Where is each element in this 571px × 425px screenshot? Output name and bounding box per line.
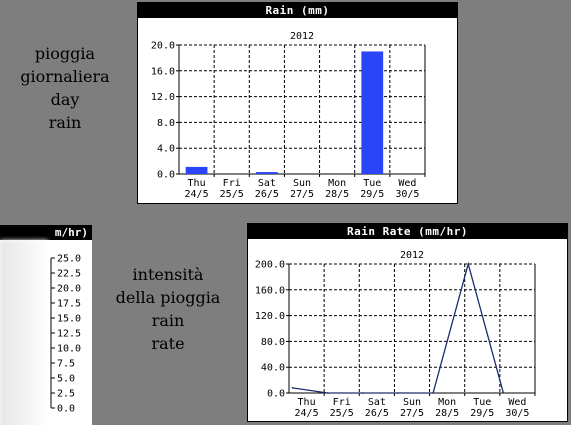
label-line: rain <box>48 113 82 132</box>
label-line: pioggia <box>34 44 96 63</box>
y-tick-label: 160.0 <box>255 285 285 296</box>
x-tick-label: Thu <box>188 178 206 189</box>
x-tick-label: Sun <box>293 178 311 189</box>
y-tick-label: 16.0 <box>151 66 175 77</box>
x-tick-label: Fri <box>333 397 351 408</box>
partial-y-tick-label: 0.0 <box>57 404 75 415</box>
bar <box>185 166 208 174</box>
label-line: day <box>50 90 80 109</box>
x-tick-label: Sat <box>258 178 276 189</box>
x-tick-label: 27/5 <box>400 408 424 419</box>
x-tick-label: 30/5 <box>505 408 529 419</box>
partial-y-tick-label: 15.0 <box>57 314 81 325</box>
label-line: giornaliera <box>20 67 110 86</box>
label-line: rain <box>151 311 185 330</box>
x-tick-label: 30/5 <box>395 189 419 200</box>
chart-subtitle: 2012 <box>290 31 314 42</box>
x-tick-label: Wed <box>508 397 526 408</box>
label-line: rate <box>151 334 185 353</box>
partial-y-tick-label: 10.0 <box>57 344 81 355</box>
partial-y-tick-label: 5.0 <box>57 374 75 385</box>
partial-y-tick-label: 17.5 <box>57 299 81 310</box>
data-point <box>432 392 434 394</box>
y-tick-label: 0.0 <box>157 170 175 181</box>
label-line: della pioggia <box>115 288 221 307</box>
x-tick-label: Wed <box>398 178 416 189</box>
y-tick-label: 8.0 <box>157 118 175 129</box>
x-tick-label: 24/5 <box>295 408 319 419</box>
partial-chart-title: m/hr) <box>0 225 92 240</box>
x-tick-label: Fri <box>223 178 241 189</box>
partial-chart-axis: 25.0 22.5 20.0 17.5 15.0 12.5 10.0 7.5 5.0 2.5 0.0 <box>50 254 81 415</box>
x-tick-label: Sun <box>403 397 421 408</box>
blurred-region <box>0 240 48 425</box>
y-tick-label: 12.0 <box>151 92 175 103</box>
partial-y-tick-label: 12.5 <box>57 329 81 340</box>
y-tick-label: 4.0 <box>157 144 175 155</box>
chart-subtitle: 2012 <box>400 250 424 261</box>
data-point <box>291 387 294 389</box>
x-tick-label: 29/5 <box>470 408 494 419</box>
x-tick-label: 27/5 <box>290 189 314 200</box>
rain-rate-chart-title: Rain Rate (mm/hr) <box>248 224 567 239</box>
x-tick-label: Sat <box>368 397 386 408</box>
x-tick-label: 28/5 <box>325 189 349 200</box>
rain-chart-panel: Rain (mm) 2012 0.0 4.0 8.0 12.0 16.0 20.0 Thu 24… <box>137 2 458 204</box>
x-tick-label: 26/5 <box>365 408 389 419</box>
x-tick-label: Tue <box>473 397 491 408</box>
x-tick-label: Mon <box>438 397 456 408</box>
bar <box>255 172 278 174</box>
x-tick-label: Mon <box>328 178 346 189</box>
series-line <box>292 261 504 394</box>
data-point <box>502 392 505 394</box>
y-tick-label: 40.0 <box>261 363 285 374</box>
y-tick-label: 120.0 <box>255 311 285 322</box>
y-tick-label: 200.0 <box>255 260 285 271</box>
x-tick-label: 26/5 <box>255 189 279 200</box>
data-point <box>467 263 470 265</box>
y-tick-label: 0.0 <box>267 389 285 400</box>
partial-y-tick-label: 20.0 <box>57 284 81 295</box>
x-tick-label: 25/5 <box>330 408 354 419</box>
bar <box>361 51 384 175</box>
x-tick-label: 25/5 <box>220 189 244 200</box>
rain-rate-label: intensità della pioggia rain rate <box>108 263 228 355</box>
data-point <box>397 392 399 394</box>
x-tick-label: 28/5 <box>435 408 459 419</box>
data-point <box>326 392 329 394</box>
data-point <box>362 392 364 394</box>
partial-y-tick-label: 25.0 <box>57 254 81 265</box>
rain-chart-title: Rain (mm) <box>138 3 457 18</box>
x-tick-label: Tue <box>363 178 381 189</box>
label-line: intensità <box>132 265 204 284</box>
daily-rain-label: pioggia giornaliera day rain <box>10 42 120 134</box>
partial-y-tick-label: 7.5 <box>57 359 75 370</box>
x-tick-label: Thu <box>298 397 316 408</box>
x-tick-label: 29/5 <box>360 189 384 200</box>
partial-y-tick-label: 22.5 <box>57 269 81 280</box>
rain-rate-chart-panel: Rain Rate (mm/hr) 2012 0.0 40.0 80.0 120.0 16… <box>247 223 568 422</box>
partial-chart-panel: m/hr) 25.0 22.5 20.0 17.5 15.0 12.5 10.0 7.5 5.0… <box>0 225 92 425</box>
y-tick-label: 80.0 <box>261 337 285 348</box>
partial-y-tick-label: 2.5 <box>57 389 75 400</box>
x-tick-label: 24/5 <box>185 189 209 200</box>
y-tick-label: 20.0 <box>151 41 175 52</box>
